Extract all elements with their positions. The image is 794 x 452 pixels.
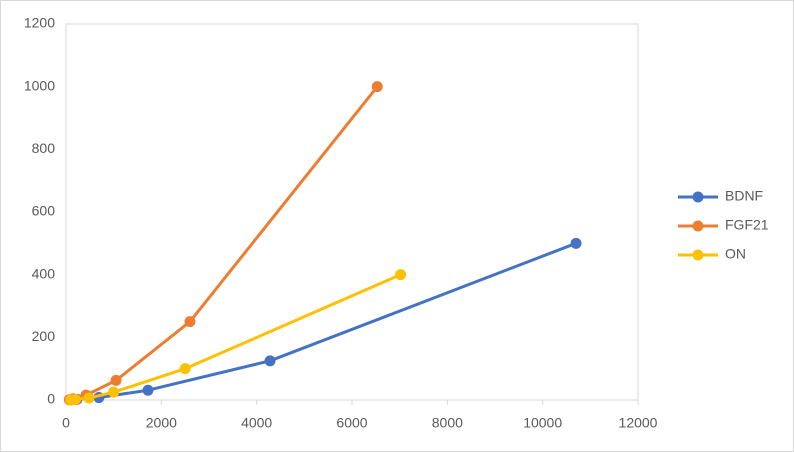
legend-label: FGF21 bbox=[725, 217, 769, 233]
legend-label: ON bbox=[725, 246, 746, 262]
data-point bbox=[83, 392, 95, 404]
data-point bbox=[179, 363, 191, 375]
data-point bbox=[184, 316, 196, 328]
legend-marker bbox=[692, 191, 704, 203]
data-point bbox=[110, 374, 122, 386]
data-point bbox=[395, 269, 407, 281]
y-tick-label: 1000 bbox=[24, 77, 55, 93]
x-tick-label: 2000 bbox=[146, 415, 177, 431]
data-point bbox=[70, 394, 82, 406]
x-tick-label: 8000 bbox=[432, 415, 463, 431]
x-tick-label: 0 bbox=[62, 415, 70, 431]
legend-marker bbox=[692, 220, 704, 232]
y-tick-label: 200 bbox=[32, 328, 56, 344]
y-tick-label: 600 bbox=[32, 203, 56, 219]
x-tick-label: 4000 bbox=[241, 415, 272, 431]
y-tick-label: 0 bbox=[47, 391, 55, 407]
legend-label: BDNF bbox=[725, 188, 763, 204]
legend-marker bbox=[692, 249, 704, 261]
x-tick-label: 6000 bbox=[336, 415, 367, 431]
data-point bbox=[108, 386, 120, 398]
x-tick-label: 10000 bbox=[523, 415, 562, 431]
data-point bbox=[264, 355, 276, 367]
data-point bbox=[570, 237, 582, 249]
y-tick-label: 1200 bbox=[24, 15, 55, 31]
data-point bbox=[371, 81, 383, 93]
y-tick-label: 400 bbox=[32, 265, 56, 281]
data-point bbox=[142, 384, 154, 396]
x-tick-label: 12000 bbox=[619, 415, 658, 431]
y-tick-label: 800 bbox=[32, 140, 56, 156]
